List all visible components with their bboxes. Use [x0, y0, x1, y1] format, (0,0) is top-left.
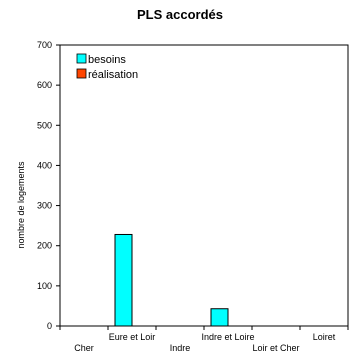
y-axis-label: nombre de logements	[16, 161, 26, 249]
bar-besoins	[114, 233, 133, 327]
x-tick-label: Indre	[170, 343, 191, 353]
x-tick-label: Eure et Loir	[109, 332, 156, 342]
y-tick-label: 100	[37, 281, 52, 291]
plot-area: 0 100 200 300 400 500 600 700 Cher Eure et Loir In…	[37, 40, 349, 353]
y-tick-label: 200	[37, 241, 52, 251]
y-tick-label: 700	[37, 40, 52, 50]
y-tick-label: 0	[47, 321, 52, 331]
y-tick-label: 600	[37, 80, 52, 90]
bar-besoins	[210, 308, 229, 327]
x-tick-label: Loir et Cher	[252, 343, 299, 353]
legend-label: réalisation	[88, 69, 138, 81]
y-tick-label: 400	[37, 160, 52, 170]
legend-label: besoins	[88, 54, 126, 66]
x-tick-label: Cher	[74, 343, 94, 353]
y-tick-label: 300	[37, 201, 52, 211]
y-tick-label: 500	[37, 120, 52, 130]
x-tick-label: Loiret	[313, 332, 336, 342]
legend-swatch	[76, 68, 87, 79]
legend-swatch	[76, 53, 87, 64]
plot-frame	[59, 44, 349, 327]
x-tick-label: Indre et Loire	[201, 332, 254, 342]
chart-title: PLS accordés	[137, 7, 223, 22]
legend: besoins réalisation	[76, 53, 138, 81]
